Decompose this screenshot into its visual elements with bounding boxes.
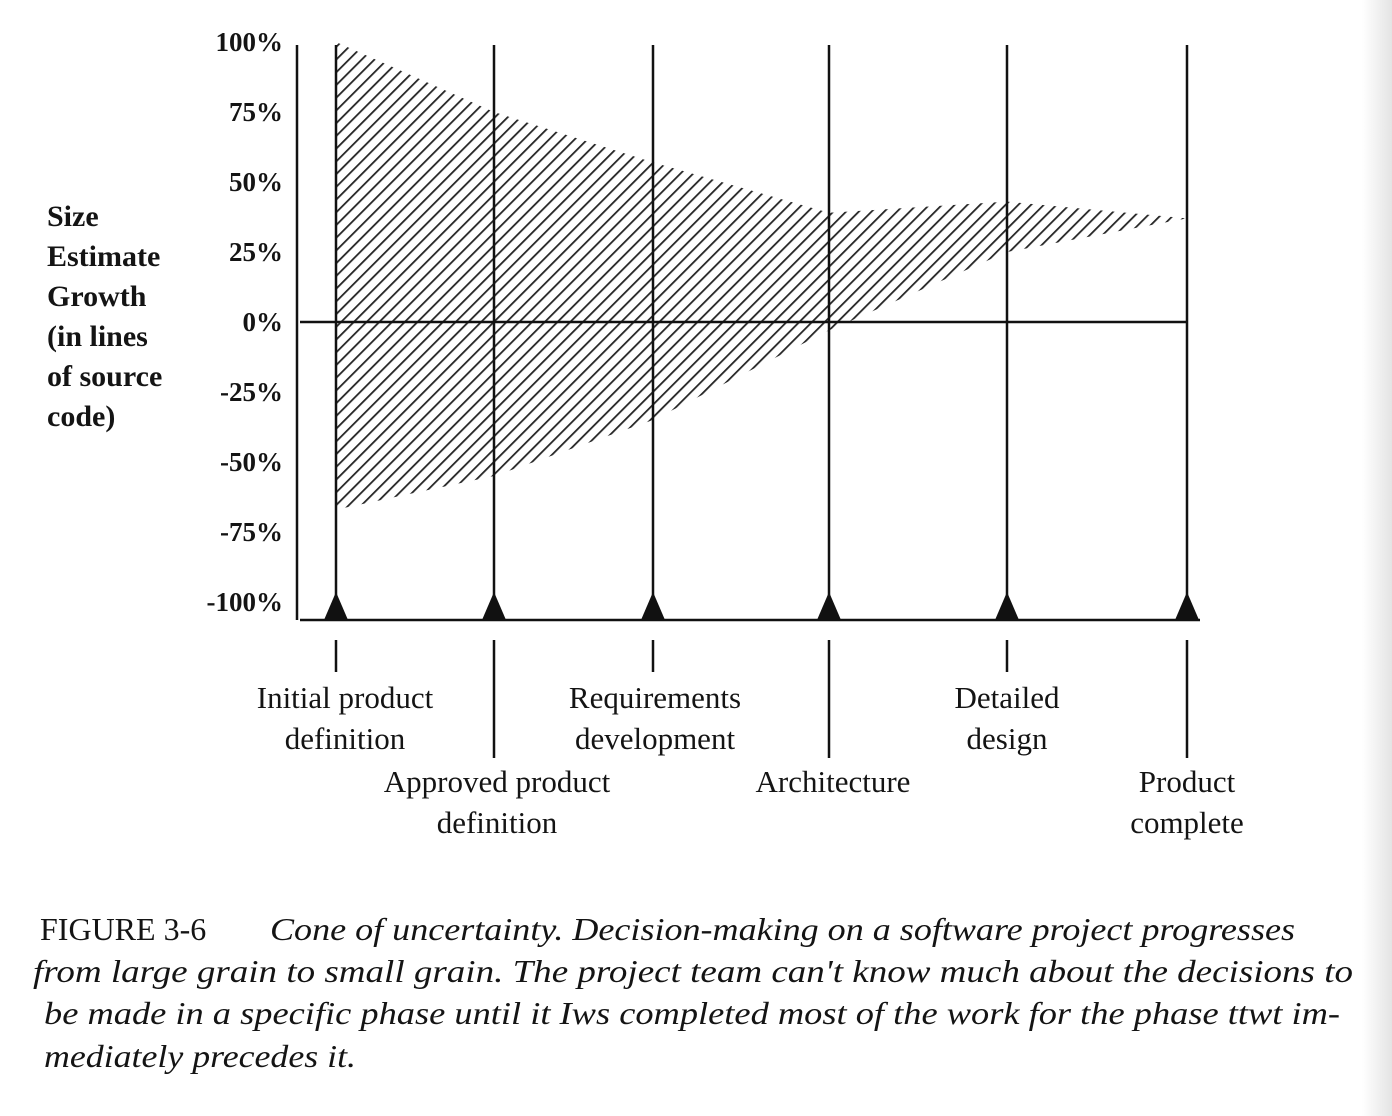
x-axis-milestones: Initial product definition Approved produc…	[257, 640, 1244, 840]
figure-label: FIGURE 3-6	[40, 911, 206, 947]
y-axis-title-line: (in lines	[47, 320, 148, 353]
scan-edge-shadow	[1362, 0, 1392, 1116]
y-tick-label: 0%	[243, 307, 284, 337]
y-tick-label: 25%	[229, 237, 283, 267]
caption-line: Cone of uncertainty. Decision-making on …	[270, 911, 1295, 947]
uncertainty-cone	[336, 42, 1187, 510]
y-tick-label: -50%	[220, 447, 283, 477]
y-tick-label: -75%	[220, 517, 283, 547]
y-axis-title-line: Growth	[47, 280, 147, 313]
milestone-label: design	[967, 721, 1048, 756]
y-tick-label: 50%	[229, 167, 283, 197]
y-axis-title-line: Size	[47, 200, 99, 233]
milestone-label: Requirements	[569, 680, 741, 715]
y-tick-label: 75%	[229, 97, 283, 127]
figure-caption: FIGURE 3-6 Cone of uncertainty. Decision…	[33, 911, 1353, 1074]
milestone-triangle-marker	[324, 592, 348, 620]
caption-line: from large grain to small grain. The pro…	[33, 953, 1353, 989]
milestone-label: development	[575, 721, 736, 756]
y-axis-ticks: 100% 75% 50% 25% 0% -25% -50% -75% -100%	[207, 27, 284, 617]
milestone-label: Approved product	[384, 764, 611, 799]
caption-line: be made in a specific phase until it Iws…	[44, 995, 1340, 1031]
y-axis-title: Size Estimate Growth (in lines of source code…	[47, 200, 162, 433]
y-tick-label: 100%	[216, 27, 284, 57]
y-axis-title-line: Estimate	[47, 240, 160, 273]
y-tick-label: -100%	[207, 587, 284, 617]
milestone-label: definition	[437, 805, 558, 840]
y-tick-label: -25%	[220, 377, 283, 407]
milestone-label: complete	[1130, 805, 1244, 840]
y-axis-title-line: of source	[47, 360, 162, 393]
milestone-label: Product	[1139, 764, 1236, 799]
milestone-label: Architecture	[756, 764, 911, 799]
milestone-triangle-marker	[482, 592, 506, 620]
milestone-triangle-marker	[995, 592, 1019, 620]
milestone-label: Initial product	[257, 680, 434, 715]
milestone-triangle-marker	[817, 592, 841, 620]
plot-area	[295, 42, 1200, 622]
milestone-label: Detailed	[954, 680, 1060, 715]
milestone-triangle-marker	[1175, 592, 1199, 620]
milestone-label: definition	[285, 721, 406, 756]
caption-line: mediately precedes it.	[44, 1038, 356, 1074]
y-axis-title-line: code)	[47, 400, 115, 433]
milestone-triangle-marker	[641, 592, 665, 620]
